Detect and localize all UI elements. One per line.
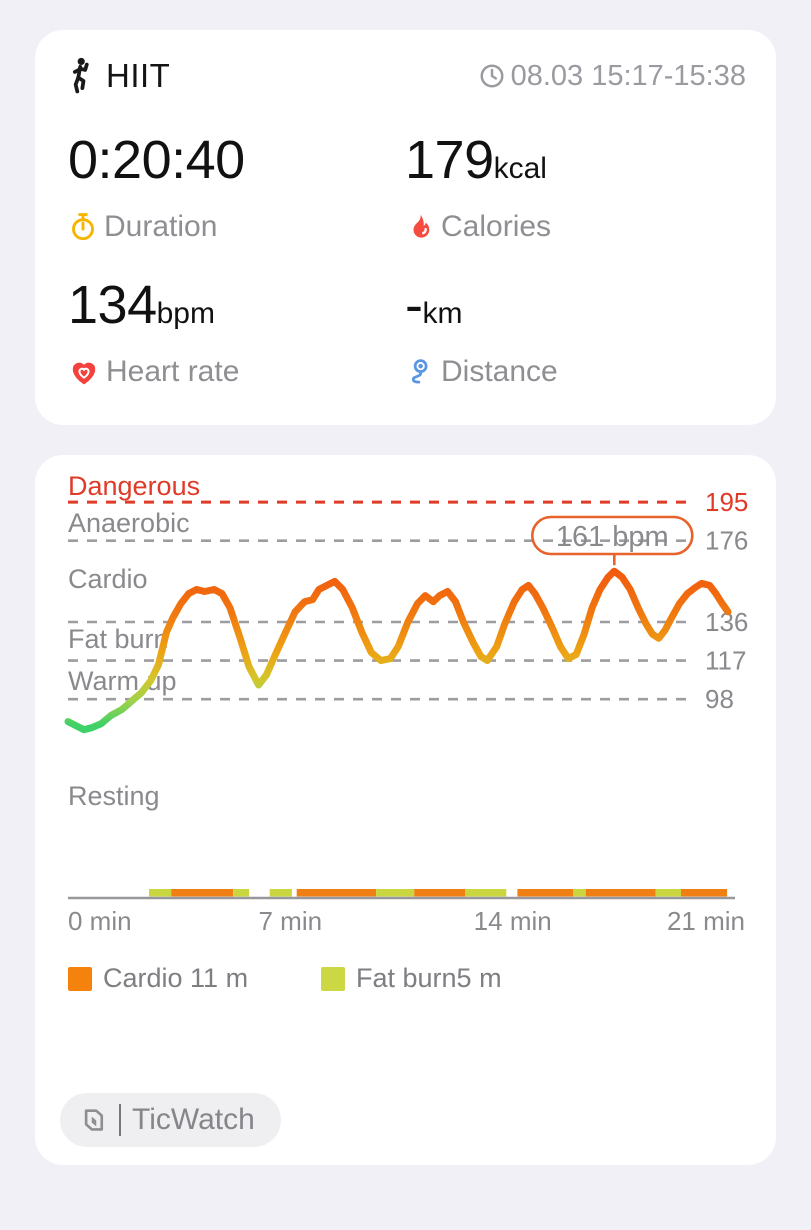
stat-heart-rate: 134bpm Heart rate <box>68 273 405 389</box>
zone-name-dangerous: Dangerous <box>68 471 200 501</box>
activity-segment-fatburn <box>465 889 507 897</box>
x-tick-label: 7 min <box>259 906 323 936</box>
zone-name-warm-up: Warm up <box>68 666 177 696</box>
zone-threshold-label: 117 <box>705 646 746 676</box>
mobvoi-logo-icon <box>84 1109 104 1131</box>
workout-summary-card: HIIT 08.03 15:17-15:38 0:20:40 <box>35 30 776 425</box>
activity-segment-fatburn <box>573 889 586 897</box>
activity-title: HIIT <box>106 57 171 94</box>
legend-cardio: Cardio 11 m <box>68 963 289 994</box>
duration-label: Duration <box>68 210 405 244</box>
summary-header: HIIT 08.03 15:17-15:38 <box>35 56 776 96</box>
brand-name: TicWatch <box>132 1103 255 1136</box>
heart-rate-label: Heart rate <box>68 355 405 389</box>
brand-divider <box>119 1104 121 1136</box>
activity-segment-cardio <box>517 889 573 897</box>
activity-segment-fatburn <box>655 889 681 897</box>
flame-icon <box>413 214 430 238</box>
calories-value: 179kcal <box>405 130 547 190</box>
zone-name-resting: Resting <box>68 781 160 811</box>
fat-burn-swatch <box>321 966 345 991</box>
x-tick-label: 0 min <box>68 906 132 936</box>
zone-threshold-label: 176 <box>705 526 748 556</box>
distance-icon <box>411 359 428 384</box>
chart-legend: Cardio 11 m Fat burn5 m <box>35 963 776 994</box>
heart-rate-chart-card: 195 Dangerous 176 Anaerobic 136 Cardio 117 Fat … <box>35 455 776 1165</box>
zone-name-anaerobic: Anaerobic <box>68 508 190 538</box>
legend-fat-burn: Fat burn5 m <box>321 963 502 994</box>
stat-calories: 179kcal Calories <box>405 128 743 244</box>
activity-segment-fatburn <box>233 889 250 897</box>
duration-value: 0:20:40 <box>68 130 245 190</box>
calories-label: Calories <box>405 210 743 244</box>
session-time-range: 08.03 15:17-15:38 <box>510 59 746 92</box>
clock-icon <box>480 64 504 88</box>
heart-rate-value: 134bpm <box>68 275 215 335</box>
heart-rate-chart[interactable]: 195Dangerous176Anaerobic136Cardio117Fat … <box>35 455 776 955</box>
activity-segment-cardio <box>171 889 234 897</box>
activity-segment-fatburn <box>149 889 172 897</box>
stat-distance: -km Distance <box>405 273 743 389</box>
cardio-swatch <box>68 966 92 991</box>
activity-segment-fatburn <box>269 889 292 897</box>
activity-segment-fatburn <box>376 889 415 897</box>
stopwatch-icon <box>72 213 94 241</box>
ticwatch-brand-pill: TicWatch <box>60 1093 281 1147</box>
activity-segment-cardio <box>681 889 728 897</box>
activity-segment-cardio <box>585 889 656 897</box>
heart-icon <box>72 362 96 385</box>
x-tick-label: 14 min <box>474 906 552 936</box>
stats-grid: 0:20:40 Duration 179kcal <box>35 128 776 389</box>
heart-rate-callout: 161 bpm <box>530 515 694 566</box>
heart-rate-line <box>64 567 732 734</box>
distance-value: -km <box>405 275 463 335</box>
hiit-activity-icon <box>72 57 89 94</box>
callout-value: 161 bpm <box>556 521 669 553</box>
zone-name-cardio: Cardio <box>68 564 148 594</box>
distance-label: Distance <box>405 355 743 389</box>
stat-duration: 0:20:40 Duration <box>68 128 405 244</box>
activity-segment-cardio <box>414 889 465 897</box>
x-tick-label: 21 min <box>667 906 745 936</box>
activity-segment-cardio <box>296 889 377 897</box>
zone-threshold-label: 195 <box>705 487 748 517</box>
zone-name-fat-burn: Fat burn <box>68 624 169 654</box>
zone-threshold-label: 98 <box>705 684 734 714</box>
